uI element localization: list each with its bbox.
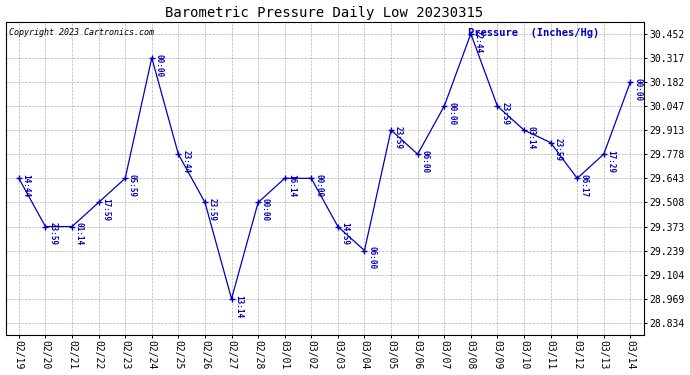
Text: 05:59: 05:59 <box>128 174 137 197</box>
Text: 01:14: 01:14 <box>75 222 83 246</box>
Text: 23:59: 23:59 <box>500 102 509 125</box>
Text: 06:00: 06:00 <box>367 246 376 270</box>
Text: 14:59: 14:59 <box>341 222 350 246</box>
Text: 23:59: 23:59 <box>553 138 562 162</box>
Text: 06:00: 06:00 <box>420 150 429 173</box>
Text: 22:44: 22:44 <box>473 30 482 52</box>
Text: 23:59: 23:59 <box>208 198 217 221</box>
Text: 23:59: 23:59 <box>48 222 57 246</box>
Text: 06:17: 06:17 <box>580 174 589 197</box>
Text: Copyright 2023 Cartronics.com: Copyright 2023 Cartronics.com <box>9 28 154 38</box>
Text: 17:59: 17:59 <box>101 198 110 221</box>
Title: Barometric Pressure Daily Low 20230315: Barometric Pressure Daily Low 20230315 <box>166 6 484 20</box>
Text: 03:14: 03:14 <box>526 126 535 149</box>
Text: 14:44: 14:44 <box>21 174 30 197</box>
Text: 23:44: 23:44 <box>181 150 190 173</box>
Text: 00:00: 00:00 <box>261 198 270 221</box>
Text: 16:14: 16:14 <box>288 174 297 197</box>
Text: 00:00: 00:00 <box>314 174 323 197</box>
Text: 00:00: 00:00 <box>155 54 164 77</box>
Text: Pressure  (Inches/Hg): Pressure (Inches/Hg) <box>469 28 600 38</box>
Text: 00:00: 00:00 <box>447 102 456 125</box>
Text: 00:00: 00:00 <box>633 78 642 101</box>
Text: 23:59: 23:59 <box>394 126 403 149</box>
Text: 13:14: 13:14 <box>235 295 244 318</box>
Text: 17:29: 17:29 <box>607 150 615 173</box>
